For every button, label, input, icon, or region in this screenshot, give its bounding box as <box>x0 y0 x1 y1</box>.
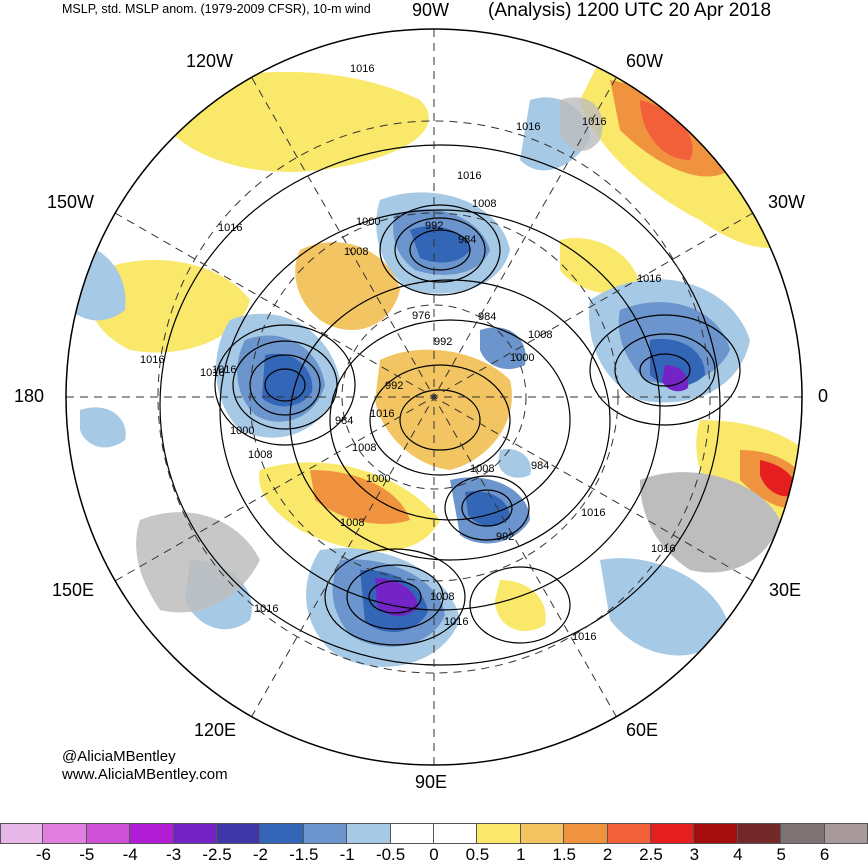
colorbar-swatch <box>217 823 261 844</box>
colorbar-tick-label: -1 <box>339 845 355 864</box>
colorbar-tick-label: 3 <box>689 845 700 864</box>
isobar-label: 1008 <box>344 246 369 258</box>
colorbar-tick-label: 1.5 <box>552 845 577 864</box>
lon-label-60e: 60E <box>626 720 659 740</box>
isobar-label: 1016 <box>350 63 375 75</box>
colorbar-swatch <box>477 823 521 844</box>
isobar-label: 1016 <box>370 408 395 420</box>
isobar-label: 984 <box>335 415 354 427</box>
colorbar-tick-label: 0 <box>429 845 439 864</box>
isobar-label: 1008 <box>430 591 455 603</box>
isobar-label: 1016 <box>212 364 237 376</box>
colorbar-tick-label: 6 <box>819 845 830 864</box>
isobar-label: 1008 <box>528 329 553 341</box>
lon-label-120e: 120E <box>194 720 237 740</box>
isobar-label: 992 <box>434 336 453 348</box>
lon-label-120w: 120W <box>186 51 234 71</box>
isobar-label: 992 <box>496 531 515 543</box>
colorbar-swatch <box>130 823 174 844</box>
colorbar-swatch <box>173 823 217 844</box>
colorbar-tick-label: 4 <box>733 845 743 864</box>
map-boundary <box>65 28 803 766</box>
lon-label-90e: 90E <box>415 772 448 792</box>
graticule <box>66 29 802 765</box>
isobar-label: 1016 <box>200 367 225 379</box>
colorbar-frame <box>0 823 868 844</box>
colorbar-swatch <box>390 823 434 844</box>
isobar-label: 1008 <box>472 198 497 210</box>
colorbar-swatch <box>43 823 87 844</box>
lon-label-90w: 90W <box>412 0 450 20</box>
isobar-label: 1000 <box>366 473 391 485</box>
isobar-label: 1016 <box>651 543 676 555</box>
isobar-label: 1016 <box>457 170 482 182</box>
isobar-label: 984 <box>458 234 477 246</box>
isobar-label: 1008 <box>248 449 273 461</box>
anomaly-colorbar: -6 -5 -4 -3 -2.5 -2 -1.5 -1 -0.5 0 0.5 1 1.5 2 2.5 3 4 5 6 <box>0 823 868 865</box>
isobar-label: 1000 <box>230 425 255 437</box>
colorbar-swatch <box>0 823 44 844</box>
map-title-left: MSLP, std. MSLP anom. (1979-2009 CFSR), … <box>62 2 371 16</box>
colorbar-swatch <box>694 823 738 844</box>
colorbar-tick-label: -4 <box>122 845 138 864</box>
isobar-label: 1016 <box>140 354 165 366</box>
colorbar-swatch <box>520 823 565 844</box>
colorbar-tick-label: 2 <box>602 845 613 864</box>
lon-label-180: 180 <box>14 386 45 406</box>
isobar-label: 984 <box>478 311 497 323</box>
colorbar-tick-label: 2.5 <box>639 845 663 864</box>
colorbar-tick-label: -5 <box>79 845 95 864</box>
credit-website: www.AliciaMBentley.com <box>62 766 228 783</box>
credit-handle: @AliciaMBentley <box>62 748 176 765</box>
isobar-label: 1016 <box>444 616 469 628</box>
colorbar-swatch <box>434 823 478 844</box>
colorbar-tick-label: -0.5 <box>375 845 406 864</box>
isobar-label: 1016 <box>254 603 279 615</box>
isobar-label: 1016 <box>637 273 662 285</box>
colorbar-swatch <box>260 823 304 844</box>
isobar-label: 976 <box>412 310 431 322</box>
colorbar-swatch <box>737 823 782 844</box>
isobar-label: 1000 <box>356 216 381 228</box>
colorbar-swatch <box>303 823 348 844</box>
colorbar-tick-label: -6 <box>35 845 51 864</box>
colorbar-swatch <box>86 823 131 844</box>
colorbar-swatch <box>607 823 651 844</box>
lon-label-150w: 150W <box>47 192 95 212</box>
isobar-label: 1016 <box>582 116 607 128</box>
colorbar-swatch <box>564 823 608 844</box>
polar-map <box>65 28 803 766</box>
isobar-label: 1008 <box>470 463 495 475</box>
isobar-label: 1016 <box>581 507 606 519</box>
colorbar-tick-label: -2.5 <box>202 845 232 864</box>
colorbar-swatch <box>781 823 825 844</box>
lon-label-0: 0 <box>818 386 829 406</box>
isobar-label: 1016 <box>572 631 597 643</box>
colorbar-tick-label: 1 <box>516 845 526 864</box>
isobar-label: 1008 <box>340 517 365 529</box>
isobar-label: 992 <box>425 220 444 232</box>
isobar-label: 992 <box>385 380 404 392</box>
colorbar-swatch <box>651 823 695 844</box>
isobar-label: 1016 <box>516 121 541 133</box>
isobar-label: 1016 <box>218 222 243 234</box>
lon-label-30e: 30E <box>769 580 802 600</box>
colorbar-tick-label: -3 <box>166 845 182 864</box>
isobar-label: 984 <box>531 460 550 472</box>
lon-label-150e: 150E <box>52 580 95 600</box>
colorbar-swatch <box>347 823 391 844</box>
colorbar-tick-label: 5 <box>776 845 786 864</box>
colorbar-tick-label: -2 <box>252 845 268 864</box>
lon-label-30w: 30W <box>768 192 806 212</box>
lon-label-60w: 60W <box>626 51 664 71</box>
colorbar-tick-label: 0.5 <box>465 845 490 864</box>
map-title-right: (Analysis) 1200 UTC 20 Apr 2018 <box>488 0 772 21</box>
colorbar-tick-label: -1.5 <box>289 845 319 864</box>
isobar-label: 1008 <box>352 442 377 454</box>
isobar-label: 1000 <box>510 352 535 364</box>
